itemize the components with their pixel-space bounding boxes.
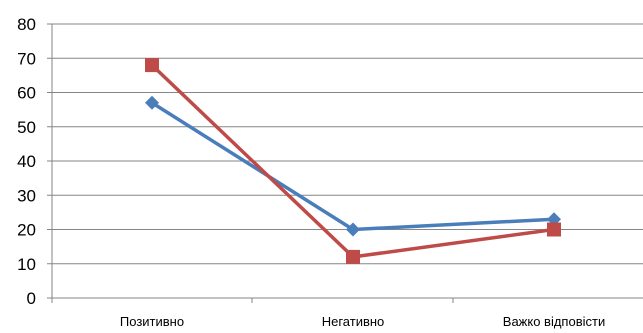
y-tick-label: 10: [17, 255, 36, 274]
x-tick-label: Негативно: [322, 314, 385, 329]
y-tick-label: 40: [17, 152, 36, 171]
y-tick-label: 80: [17, 15, 36, 34]
x-tick-label: Важко відповісти: [503, 314, 605, 329]
axes: [47, 23, 643, 303]
series-layer: [145, 58, 561, 264]
data-point-square: [145, 58, 159, 73]
x-tick-label: Позитивно: [120, 314, 184, 329]
y-tick-label: 70: [17, 49, 36, 68]
data-point-square: [547, 222, 561, 237]
y-tick-label: 50: [17, 118, 36, 137]
data-point-square: [346, 249, 360, 264]
series-2: [145, 58, 561, 264]
y-tick-label: 30: [17, 186, 36, 205]
y-tick-label: 60: [17, 84, 36, 103]
series-1: [145, 95, 561, 237]
y-tick-label: 0: [27, 289, 36, 308]
y-axis-tick-labels: 0 10 20 30 40 50 60 70 80: [17, 15, 36, 308]
data-point-diamond: [145, 95, 159, 110]
x-axis-tick-labels: Позитивно Негативно Важко відповісти: [120, 314, 605, 329]
data-point-diamond: [346, 222, 360, 237]
y-tick-label: 20: [17, 221, 36, 240]
